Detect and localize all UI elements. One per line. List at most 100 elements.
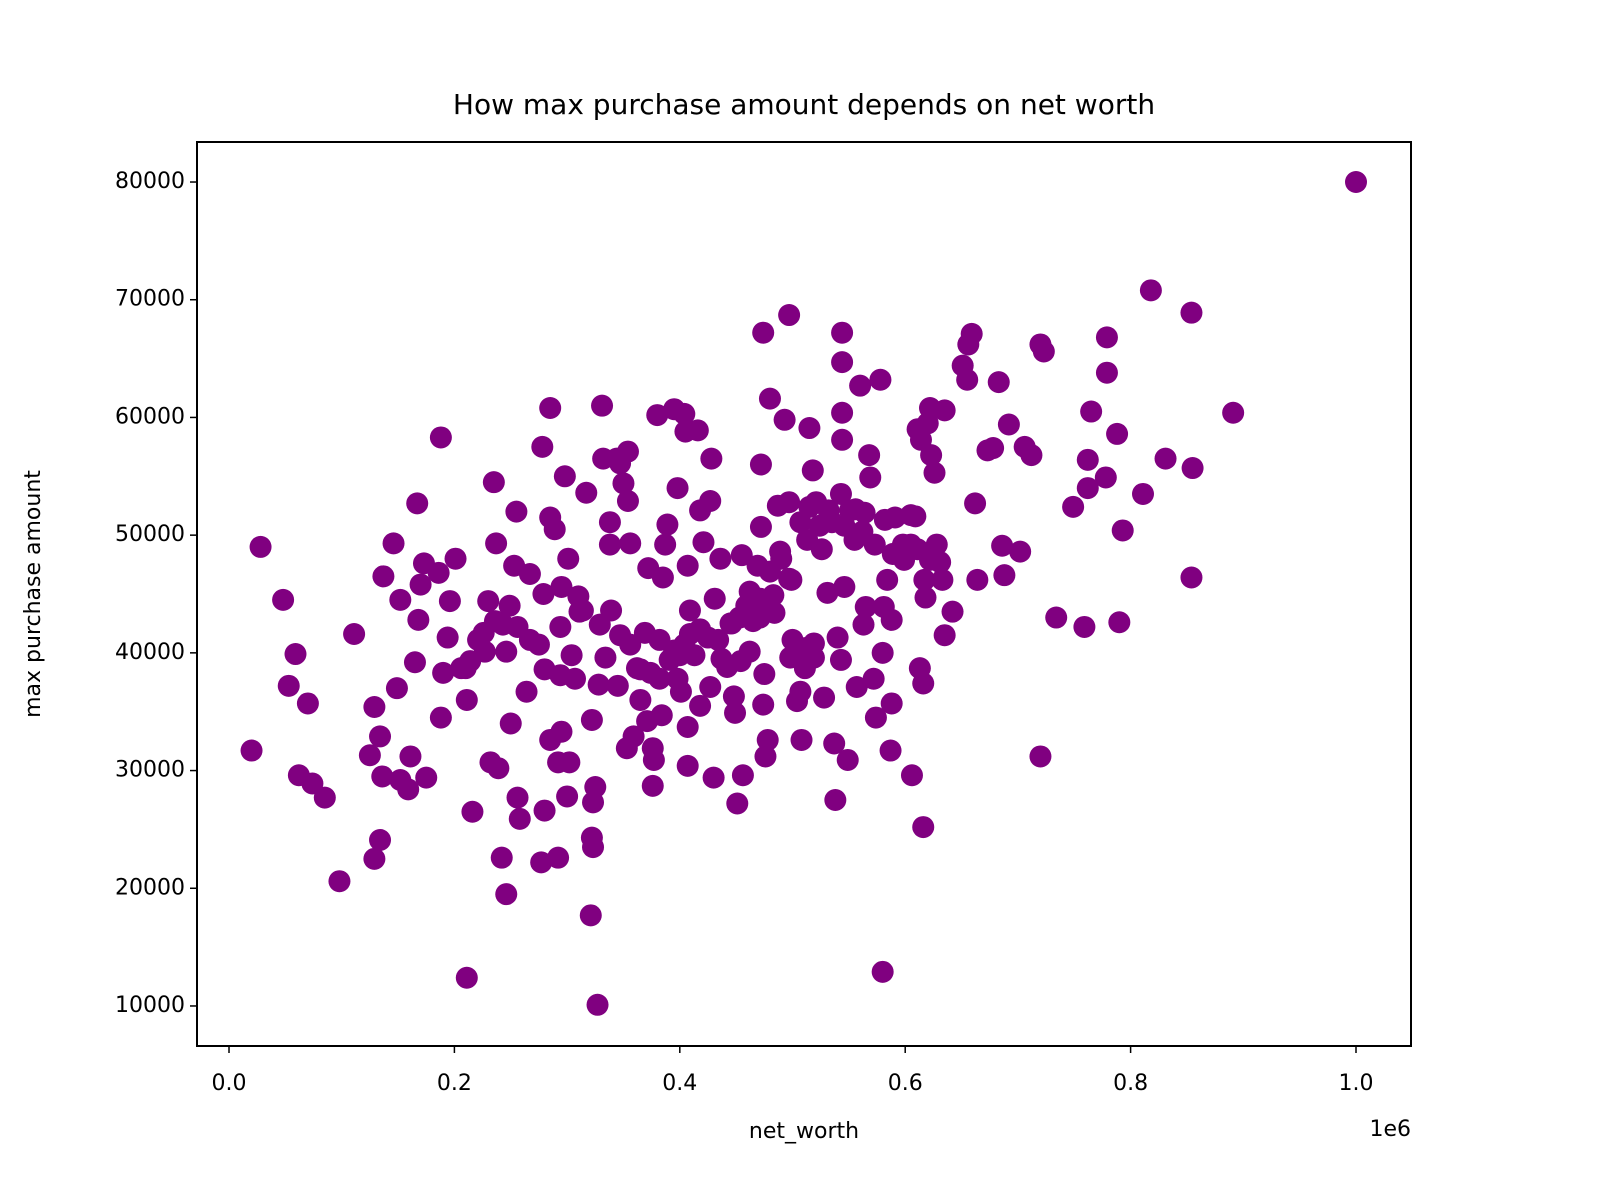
point — [689, 618, 712, 641]
point — [287, 764, 310, 787]
point — [993, 564, 1016, 587]
point — [592, 447, 615, 470]
point — [1073, 615, 1096, 638]
point — [508, 807, 531, 830]
point — [1181, 457, 1204, 480]
point — [371, 765, 394, 788]
point — [598, 511, 621, 534]
point — [813, 686, 836, 709]
point — [637, 557, 660, 580]
point — [240, 739, 263, 762]
point — [403, 651, 426, 674]
point — [495, 640, 518, 663]
point — [951, 354, 974, 377]
point — [871, 641, 894, 664]
point — [363, 696, 386, 718]
point — [656, 513, 679, 536]
point — [738, 580, 761, 603]
point — [884, 506, 907, 529]
point — [385, 677, 408, 700]
point — [1132, 482, 1155, 505]
x-tick-label: 0.0 — [212, 1071, 247, 1096]
point — [485, 532, 508, 555]
point — [941, 600, 964, 623]
point — [506, 615, 529, 638]
point — [689, 499, 712, 522]
point — [833, 575, 856, 598]
point — [913, 568, 936, 591]
point — [1139, 279, 1162, 302]
point — [666, 477, 689, 500]
point — [831, 428, 854, 451]
point — [859, 466, 882, 489]
point — [483, 610, 506, 633]
point — [789, 680, 812, 703]
point — [731, 764, 754, 787]
point — [1154, 447, 1177, 470]
point — [450, 657, 473, 680]
point — [872, 595, 895, 618]
point — [880, 692, 903, 715]
point — [778, 304, 801, 327]
point — [575, 481, 598, 504]
point — [455, 966, 478, 989]
point — [699, 675, 722, 698]
point — [663, 398, 686, 421]
point — [918, 548, 941, 571]
point — [831, 401, 854, 424]
point — [594, 646, 617, 669]
point — [826, 626, 849, 649]
point — [461, 800, 484, 823]
point — [912, 816, 935, 839]
point — [864, 706, 887, 729]
point — [702, 766, 725, 789]
point — [616, 490, 639, 513]
point — [533, 799, 556, 822]
point — [914, 586, 937, 609]
point — [678, 599, 701, 622]
point — [719, 612, 742, 635]
point — [328, 870, 351, 893]
point — [531, 435, 554, 458]
point — [407, 608, 430, 631]
point — [900, 764, 923, 787]
point — [539, 728, 562, 751]
point — [490, 846, 513, 869]
y-tick-label: 10000 — [115, 993, 185, 1018]
y-tick-label: 50000 — [115, 522, 185, 547]
point — [598, 533, 621, 556]
point — [700, 447, 723, 470]
point — [730, 544, 753, 567]
point — [550, 575, 573, 598]
point — [547, 751, 570, 774]
point — [1106, 422, 1129, 445]
point — [752, 693, 775, 716]
point — [505, 500, 528, 523]
point — [646, 404, 669, 427]
point — [906, 418, 929, 441]
point — [931, 568, 954, 591]
point — [1345, 171, 1368, 194]
point — [429, 706, 452, 729]
point — [869, 368, 892, 391]
point — [409, 573, 432, 596]
point — [641, 737, 664, 760]
point — [438, 590, 461, 613]
point — [1080, 400, 1103, 423]
point — [406, 492, 429, 515]
point — [369, 829, 392, 852]
point — [722, 685, 745, 708]
point — [1222, 401, 1245, 424]
point — [579, 904, 602, 927]
point — [862, 667, 885, 690]
point — [1013, 435, 1036, 458]
point — [580, 708, 603, 731]
point — [249, 535, 272, 558]
point — [933, 624, 956, 647]
point — [726, 792, 749, 815]
x-tick-label: 0.4 — [662, 1071, 697, 1096]
point — [758, 560, 781, 583]
plot-frame — [196, 141, 1412, 1047]
point — [399, 745, 422, 768]
